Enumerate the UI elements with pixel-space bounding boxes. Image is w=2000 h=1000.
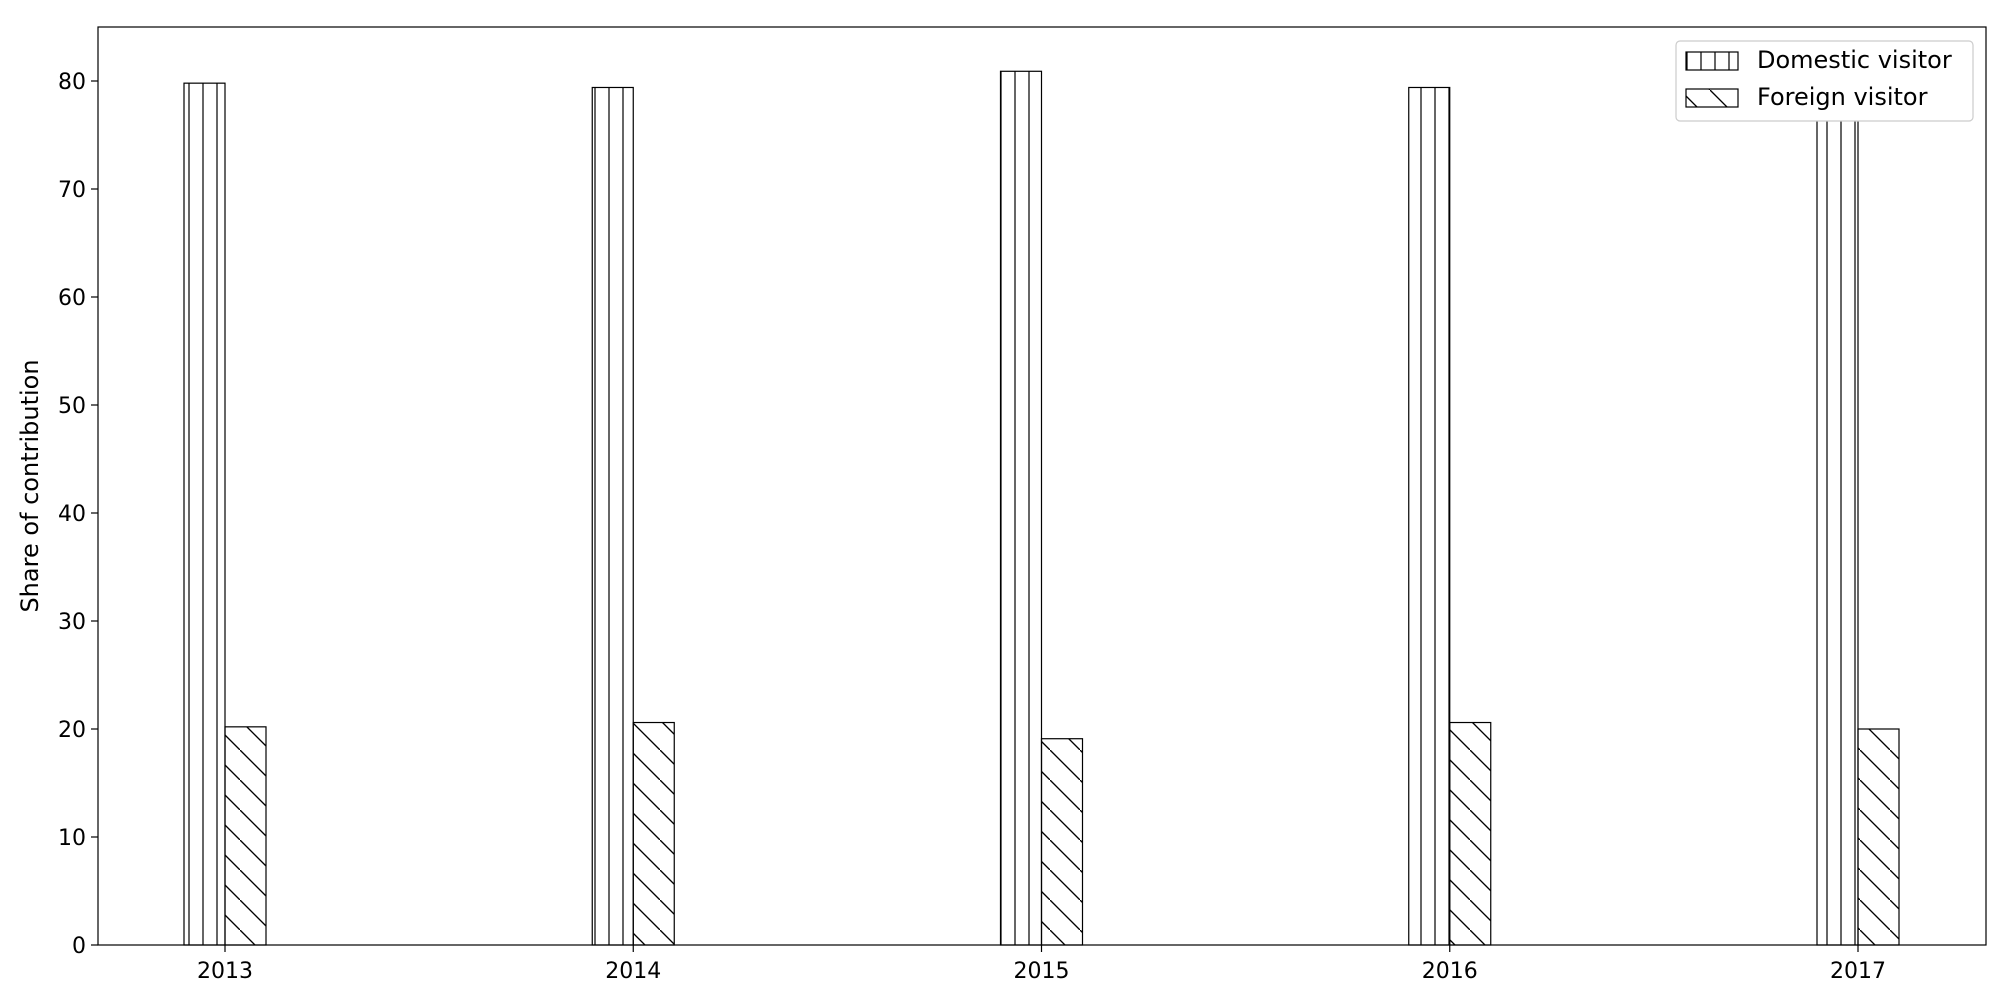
legend-box bbox=[1675, 40, 1974, 122]
x-axis-ticks: 2013 2014 2015 2016 2017 bbox=[197, 945, 1886, 984]
x-tick-label-2015: 2015 bbox=[1014, 959, 1070, 984]
y-tick-label-40: 40 bbox=[58, 502, 86, 527]
bar-foreign-visitor-2014 bbox=[632, 721, 675, 946]
bar-domestic-visitor-2013 bbox=[183, 82, 226, 946]
x-tick-label-2016: 2016 bbox=[1422, 959, 1478, 984]
y-tick-label-0: 0 bbox=[72, 934, 86, 959]
y-tick-label-70: 70 bbox=[58, 178, 86, 203]
legend: Domestic visitor Foreign visitor bbox=[1675, 40, 1974, 122]
bar-domestic-visitor-2016 bbox=[1408, 86, 1451, 946]
bar-domestic-visitor-2015 bbox=[999, 70, 1043, 946]
legend-label-foreign-visitor: Foreign visitor bbox=[1757, 83, 1928, 111]
y-tick-label-10: 10 bbox=[58, 826, 86, 851]
y-tick-label-60: 60 bbox=[58, 286, 86, 311]
x-tick-label-2017: 2017 bbox=[1830, 959, 1886, 984]
y-tick-label-20: 20 bbox=[58, 718, 86, 743]
legend-swatch-foreign-visitor bbox=[1685, 88, 1739, 108]
bar-foreign-visitor-2015 bbox=[1040, 738, 1084, 946]
bars-layer bbox=[183, 70, 1900, 946]
bar-foreign-visitor-2017 bbox=[1857, 728, 1900, 946]
x-tick-label-2013: 2013 bbox=[197, 959, 253, 984]
y-axis-label: Share of contribution bbox=[16, 359, 44, 612]
legend-swatch-domestic-visitor bbox=[1685, 51, 1739, 71]
y-tick-label-50: 50 bbox=[58, 394, 86, 419]
y-tick-label-30: 30 bbox=[58, 610, 86, 635]
y-axis-ticks: 0 10 20 30 40 50 60 70 80 bbox=[58, 70, 98, 959]
x-tick-label-2014: 2014 bbox=[605, 959, 661, 984]
bar-foreign-visitor-2016 bbox=[1449, 721, 1492, 946]
legend-label-domestic-visitor: Domestic visitor bbox=[1757, 46, 1952, 74]
bar-foreign-visitor-2013 bbox=[224, 726, 267, 946]
bar-domestic-visitor-2014 bbox=[591, 86, 634, 946]
y-tick-label-80: 80 bbox=[58, 70, 86, 95]
bar-domestic-visitor-2017 bbox=[1816, 80, 1859, 946]
